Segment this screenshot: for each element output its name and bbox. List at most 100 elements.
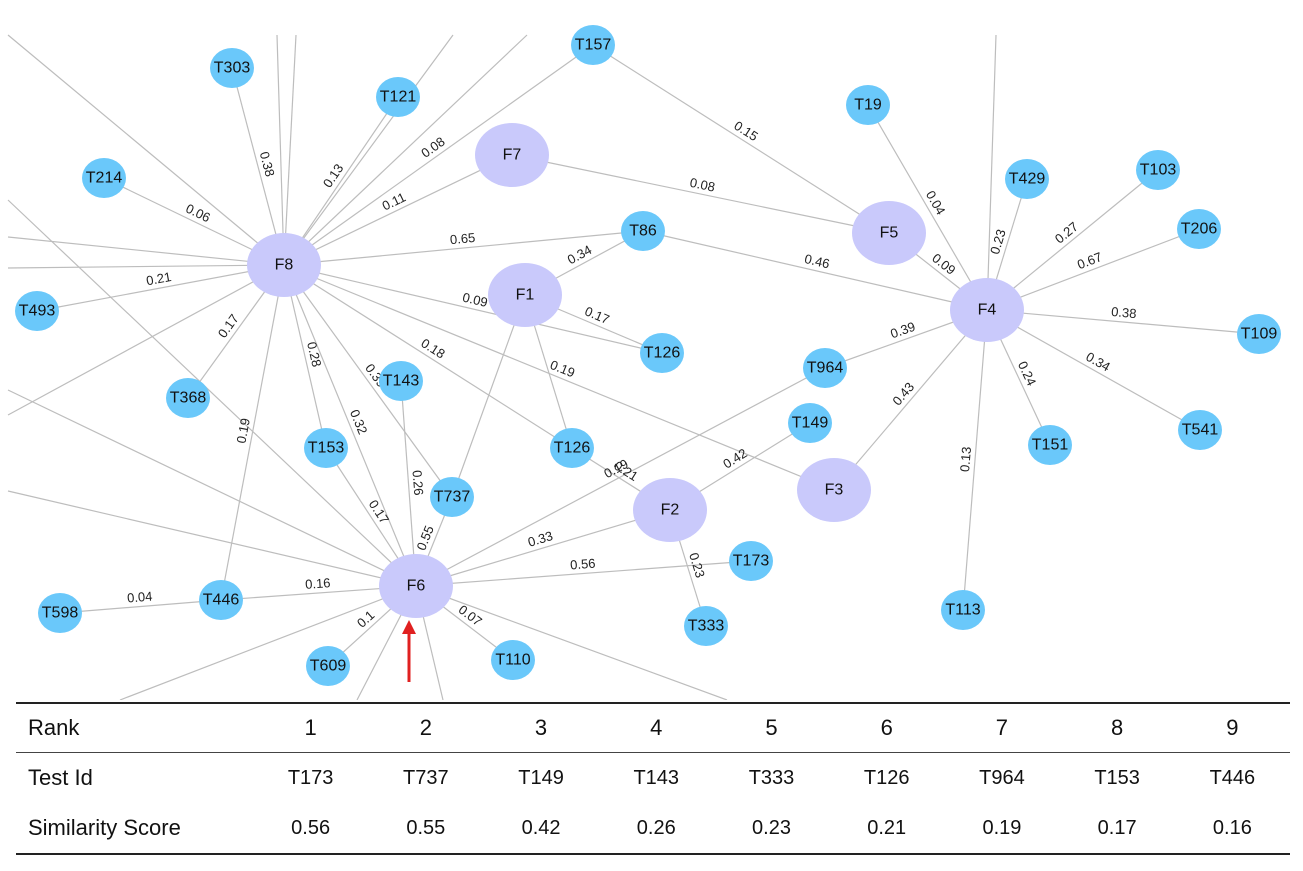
node-shape (488, 263, 562, 327)
graph-edge (283, 96, 399, 266)
graph-edge (833, 309, 988, 491)
feature-node-f6[interactable]: F6 (379, 554, 453, 618)
feature-node-f3[interactable]: F3 (797, 458, 871, 522)
test-node-t153[interactable]: T153 (304, 428, 348, 468)
feature-node-f4[interactable]: F4 (950, 278, 1024, 342)
node-label: T368 (170, 390, 207, 407)
graph-edge (276, 34, 285, 266)
graph-edge (7, 199, 417, 587)
graph-edge (415, 585, 728, 700)
node-label: T303 (214, 60, 251, 77)
node-shape (376, 77, 420, 117)
graph-edge (283, 34, 454, 266)
test-node-t103[interactable]: T103 (1136, 150, 1180, 190)
graph-edge (400, 380, 417, 587)
test-node-t368[interactable]: T368 (166, 378, 210, 418)
rank-row: Rank 1 2 3 4 5 6 7 8 9 (16, 702, 1290, 753)
graph-edge (283, 264, 835, 491)
test-node-t121[interactable]: T121 (376, 77, 420, 117)
graph-edge (7, 264, 285, 416)
test-node-t429[interactable]: T429 (1005, 159, 1049, 199)
node-shape (950, 278, 1024, 342)
test-node-t149[interactable]: T149 (788, 403, 832, 443)
test-node-t493[interactable]: T493 (15, 291, 59, 331)
score-cell: 0.21 (829, 803, 945, 855)
edge-weight-label: 0.13 (957, 446, 974, 472)
edge-weight-label: 0.42 (720, 445, 749, 471)
test-node-t541[interactable]: T541 (1178, 410, 1222, 450)
node-label: T541 (1182, 422, 1219, 439)
rank-cell: 9 (1174, 702, 1290, 753)
test-node-t609[interactable]: T609 (306, 646, 350, 686)
graph-edge (7, 264, 285, 269)
feature-node-f1[interactable]: F1 (488, 263, 562, 327)
test-id-cell: T173 (287, 766, 334, 789)
node-shape (1178, 410, 1222, 450)
node-shape (633, 478, 707, 542)
feature-node-f5[interactable]: F5 (852, 201, 926, 265)
node-label: F7 (503, 147, 522, 164)
graph-edge (36, 264, 285, 312)
edge-weight-label: 0.28 (304, 340, 324, 368)
graph-edge (7, 389, 417, 587)
node-label: T173 (733, 553, 770, 570)
edge-weight-label: 0.38 (1111, 304, 1138, 321)
test-node-t126a[interactable]: T126 (640, 333, 684, 373)
node-label: F6 (407, 578, 426, 595)
node-shape (640, 333, 684, 373)
graph-edge (7, 236, 285, 266)
edge-weight-label: 0.08 (689, 175, 717, 195)
node-shape (1005, 159, 1049, 199)
rank-cell: 3 (483, 702, 599, 753)
graph-edge (283, 264, 453, 498)
graph-edge (415, 560, 752, 587)
test-node-t110[interactable]: T110 (491, 640, 535, 680)
node-label: T121 (380, 89, 417, 106)
feature-node-f8[interactable]: F8 (247, 233, 321, 297)
similarity-score-row: Similarity Score 0.56 0.55 0.42 0.26 0.2… (16, 803, 1290, 855)
node-shape (788, 403, 832, 443)
edge-weight-label: 0.11 (380, 189, 408, 213)
test-node-t598[interactable]: T598 (38, 593, 82, 633)
edge-weight-label: 0.1 (354, 607, 377, 630)
feature-node-f2[interactable]: F2 (633, 478, 707, 542)
test-node-t151[interactable]: T151 (1028, 425, 1072, 465)
test-node-t206[interactable]: T206 (1177, 209, 1221, 249)
similarity-score-header: Similarity Score (16, 803, 253, 855)
rank-cell: 6 (829, 702, 945, 753)
test-node-t214[interactable]: T214 (82, 158, 126, 198)
graph-edge (986, 228, 1200, 311)
node-shape (797, 458, 871, 522)
test-node-t109[interactable]: T109 (1237, 314, 1281, 354)
node-label: F3 (825, 482, 844, 499)
edge-weight-label: 0.39 (888, 319, 917, 342)
test-node-t446[interactable]: T446 (199, 580, 243, 620)
node-label: T19 (854, 97, 882, 114)
edge-weight-label: 0.09 (461, 290, 489, 310)
test-node-t126b[interactable]: T126 (550, 428, 594, 468)
test-node-t113[interactable]: T113 (941, 590, 985, 630)
test-node-t19[interactable]: T19 (846, 85, 890, 125)
feature-node-f7[interactable]: F7 (475, 123, 549, 187)
test-node-t964[interactable]: T964 (803, 348, 847, 388)
off-canvas-edges (7, 34, 997, 700)
node-shape (306, 646, 350, 686)
edge-weight-label: 0.34 (1083, 349, 1112, 374)
test-node-t737[interactable]: T737 (430, 477, 474, 517)
test-node-t303[interactable]: T303 (210, 48, 254, 88)
node-shape (379, 361, 423, 401)
node-label: T143 (383, 373, 420, 390)
node-shape (1177, 209, 1221, 249)
test-node-t157[interactable]: T157 (571, 25, 615, 65)
test-node-t86[interactable]: T86 (621, 211, 665, 251)
node-shape (1237, 314, 1281, 354)
test-node-t333[interactable]: T333 (684, 606, 728, 646)
node-label: T151 (1032, 437, 1069, 454)
test-node-t143[interactable]: T143 (379, 361, 423, 401)
node-shape (941, 590, 985, 630)
graph-edge (283, 154, 513, 266)
graph-edge (867, 104, 988, 311)
test-node-t173[interactable]: T173 (729, 541, 773, 581)
node-label: F2 (661, 502, 680, 519)
node-label: T126 (644, 345, 681, 362)
